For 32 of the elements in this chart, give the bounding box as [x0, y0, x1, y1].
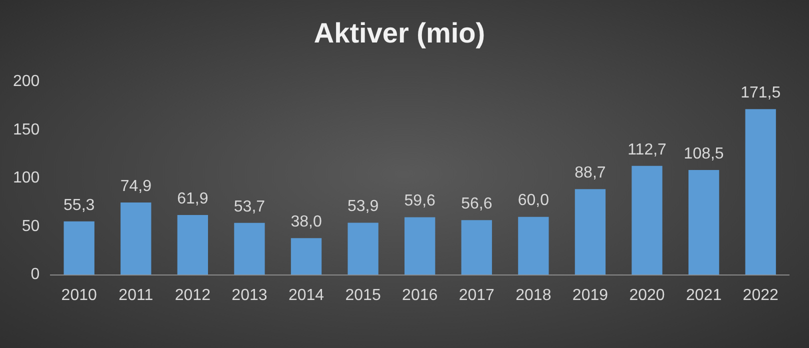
- x-tick-label: 2015: [345, 286, 381, 304]
- data-label: 60,0: [518, 192, 550, 210]
- data-label: 112,7: [628, 141, 667, 158]
- data-label: 53,9: [347, 198, 379, 216]
- y-tick-label: 0: [30, 266, 40, 284]
- x-tick-label: 2017: [458, 286, 495, 304]
- x-tick-label: 2013: [232, 286, 268, 304]
- x-tick-label: 2018: [516, 286, 552, 304]
- data-label: 61,9: [177, 190, 208, 208]
- x-tick-label: 2014: [288, 286, 324, 304]
- data-label: 74,9: [120, 178, 152, 195]
- data-label: 171,5: [740, 84, 781, 102]
- data-label: 88,7: [574, 164, 606, 182]
- x-tick-label: 2020: [629, 286, 665, 304]
- data-label: 59,6: [404, 192, 436, 210]
- x-tick-label: 2016: [402, 286, 438, 304]
- data-label: 108,5: [684, 145, 724, 162]
- x-tick-label: 2022: [742, 286, 778, 304]
- chart-title: Aktiver (mio): [314, 18, 486, 49]
- x-tick-label: 2012: [174, 286, 211, 304]
- data-label: 56,6: [461, 196, 492, 213]
- y-tick-label: 50: [22, 218, 40, 235]
- x-tick-label: 2011: [118, 286, 154, 304]
- y-tick-label: 150: [12, 121, 40, 138]
- y-tick-label: 100: [12, 170, 40, 187]
- data-label: 38,0: [290, 214, 322, 230]
- y-tick-label: 200: [12, 73, 40, 90]
- x-tick-label: 2019: [572, 286, 608, 304]
- x-tick-label: 2010: [61, 286, 97, 304]
- data-label: 53,7: [234, 198, 266, 216]
- data-label: 55,3: [64, 196, 95, 214]
- x-tick-label: 2021: [686, 286, 722, 304]
